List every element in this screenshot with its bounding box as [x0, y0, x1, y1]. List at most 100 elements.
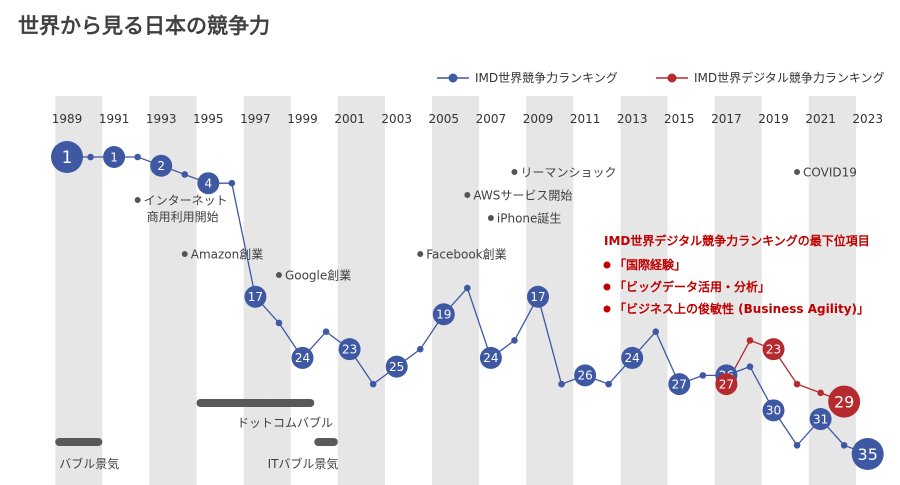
- event-dot-covid: [794, 169, 801, 175]
- period-label-it: ITバブル景気: [268, 456, 339, 471]
- data-point: [605, 380, 612, 388]
- event-label-iphone: iPhone誕生: [497, 212, 562, 226]
- data-point: [228, 179, 236, 187]
- year-band: [832, 96, 856, 485]
- event-label-lehman: リーマンショック: [520, 166, 616, 180]
- data-label: 29: [834, 392, 854, 411]
- data-label: 2: [157, 159, 165, 173]
- year-band: [172, 96, 197, 485]
- data-label: 19: [436, 308, 451, 322]
- year-band: [738, 96, 762, 485]
- data-point: [181, 171, 189, 178]
- data-point-bubble: [51, 141, 83, 173]
- data-point-bubble: [762, 338, 785, 361]
- year-band: [643, 96, 668, 485]
- event-label-covid: COVID19: [803, 166, 857, 180]
- event-dot-facebook: [417, 251, 424, 257]
- data-label: 27: [672, 377, 687, 391]
- event-label-facebook: Facebook創業: [426, 248, 506, 262]
- year-band: [432, 96, 456, 485]
- data-point-bubble: [103, 146, 126, 168]
- event-dot-aws: [464, 192, 471, 198]
- highlight-item: 「ビジネス上の俊敏性 (Business Agility)」: [614, 301, 869, 316]
- page-title: 世界から見る日本の競争力: [18, 14, 270, 38]
- digital-lowest-items: IMD世界デジタル競争力ランキングの最下位項目「国際経験」「ビッグデータ活用・分…: [603, 233, 870, 316]
- data-label: 23: [342, 342, 357, 356]
- period-bars: バブル景気 ドットコムバブル ITバブル景気: [55, 399, 338, 471]
- data-label: 24: [483, 351, 498, 365]
- year-band: [361, 96, 385, 485]
- legend-wcr-label: IMD世界競争力ランキング: [475, 70, 618, 85]
- data-point-bubble: [621, 346, 644, 369]
- data-label: 23: [766, 342, 781, 356]
- data-point: [793, 441, 801, 449]
- event-dot-lehman: [511, 169, 518, 175]
- event-label-aws: AWSサービス開始: [473, 189, 572, 203]
- data-point-bubble: [668, 373, 691, 396]
- x-tick-label: 2013: [617, 112, 648, 126]
- data-label: 26: [577, 369, 592, 383]
- legend: IMD世界競争力ランキング IMD世界デジタル競争力ランキング: [437, 70, 885, 85]
- data-label: 24: [295, 351, 310, 365]
- data-point: [817, 389, 824, 397]
- data-point: [87, 153, 94, 161]
- data-point: [134, 153, 141, 161]
- event-dot-google: [275, 272, 282, 278]
- event-label-internet: インターネット: [144, 194, 228, 208]
- data-point-bubble: [479, 346, 502, 369]
- data-point-bubble: [762, 399, 785, 422]
- x-tick-label: 2023: [852, 112, 883, 126]
- x-tick-label: 1995: [193, 112, 224, 126]
- legend-dcr-marker: [667, 73, 677, 83]
- x-tick-label: 2019: [758, 112, 789, 126]
- year-band: [55, 96, 79, 485]
- data-point: [699, 372, 707, 379]
- data-label: 1: [62, 148, 73, 168]
- x-tick-label: 2003: [381, 112, 412, 126]
- period-bar-dotcom: [196, 399, 315, 407]
- data-label: 31: [813, 412, 828, 426]
- data-point-bubble: [715, 373, 738, 396]
- data-label: 30: [766, 404, 781, 418]
- year-bands: [55, 96, 856, 485]
- data-label: 24: [625, 351, 640, 365]
- event-dot-internet: [134, 197, 141, 203]
- data-label: 17: [248, 290, 263, 304]
- year-band: [78, 96, 103, 485]
- data-point: [322, 328, 330, 336]
- highlight-bullet: [603, 261, 611, 269]
- x-tick-label: 2017: [711, 112, 742, 126]
- data-label: 35: [858, 445, 878, 464]
- x-tick-label: 1993: [146, 112, 177, 126]
- data-point-bubble: [244, 285, 267, 308]
- period-bar-bubble: [55, 438, 103, 446]
- data-label: 4: [204, 177, 212, 191]
- data-point: [416, 345, 424, 353]
- data-point: [464, 284, 471, 292]
- data-label: 17: [530, 290, 545, 304]
- data-point-bubble: [338, 338, 361, 361]
- data-point: [793, 380, 801, 388]
- data-point: [369, 380, 377, 388]
- data-point-bubble: [385, 355, 408, 378]
- event-label-amazon: Amazon創業: [191, 248, 264, 262]
- data-point-bubble: [197, 172, 220, 195]
- x-tick-label: 2009: [523, 112, 554, 126]
- event-label-google: Google創業: [285, 269, 351, 283]
- data-point: [275, 319, 283, 327]
- event-dot-amazon: [181, 251, 188, 257]
- year-band: [808, 96, 833, 485]
- period-label-bubble: バブル景気: [59, 456, 119, 471]
- x-tick-label: 2001: [334, 112, 365, 126]
- period-label-dotcom: ドットコムバブル: [237, 415, 333, 430]
- data-point-bubble: [574, 364, 597, 387]
- highlight-item: 「国際経験」: [614, 257, 686, 272]
- data-point-bubble: [291, 346, 314, 369]
- event-dot-iphone: [487, 215, 494, 221]
- data-point: [511, 337, 518, 344]
- year-band: [267, 96, 291, 485]
- data-point: [746, 337, 754, 344]
